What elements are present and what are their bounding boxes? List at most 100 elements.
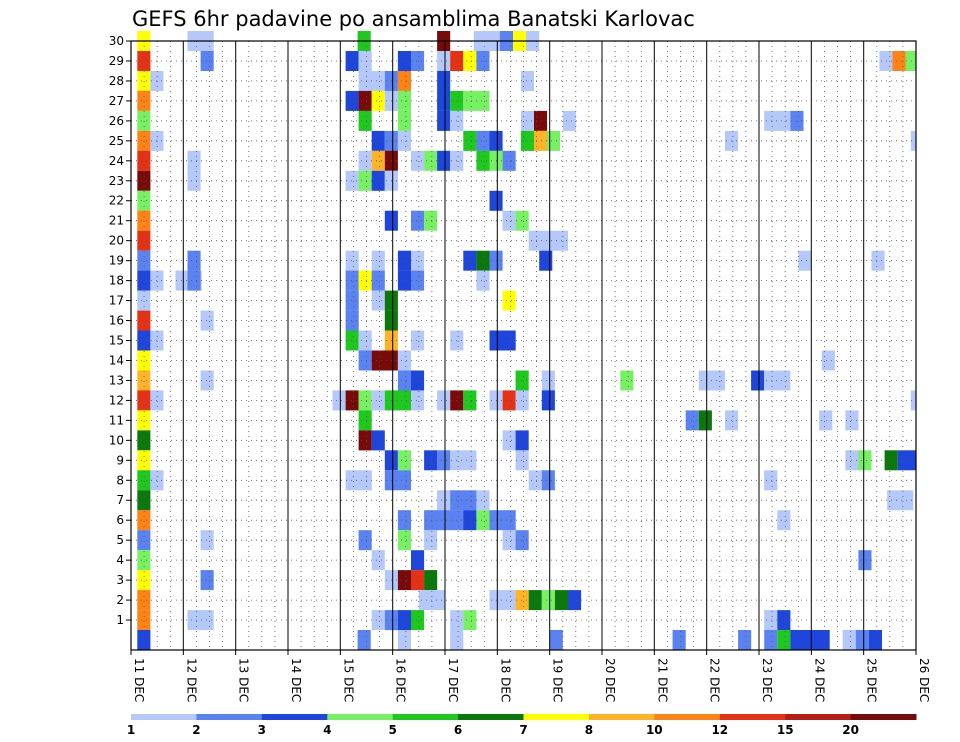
precip-cell [424,210,438,231]
precip-cell [358,430,372,451]
precip-cell [397,350,411,371]
precip-cell [371,150,385,171]
x-tick-label: 24 DEC [812,658,826,702]
y-tick-label: 29 [109,54,124,68]
precipitation-cells [137,31,916,650]
precip-cell [738,630,752,650]
precip-cell [411,330,425,351]
precip-cell [397,90,411,111]
y-tick-label: 26 [109,114,124,128]
precip-cell [187,150,201,171]
precip-cell [541,390,555,411]
precip-cell [332,390,346,411]
precip-cell [371,550,385,571]
precip-cell [547,130,561,151]
precip-cell [397,450,411,471]
x-tick-label: 26 DEC [917,658,931,702]
precip-cell [358,90,372,111]
precip-cell [137,110,151,131]
precip-cell [520,110,534,131]
x-tick-label: 20 DEC [603,658,617,702]
precip-cell [187,270,201,291]
x-axis-date-ticks: 11 DEC 12 DEC 13 DEC 14 DEC 15 DEC 16 DEC 17 D… [130,650,931,702]
plot-frame [130,40,917,651]
precip-cell [764,610,778,631]
y-tick-label: 10 [109,433,124,447]
y-tick-label: 14 [109,353,124,367]
precip-cell [345,90,359,111]
colorbar-swatch [196,714,263,720]
y-tick-label: 24 [109,154,124,168]
precip-cell [450,630,464,650]
precip-cell [887,490,914,511]
precip-cell [137,310,151,331]
precip-cell [534,130,548,151]
precip-cell [541,370,555,391]
precip-cell [137,610,151,631]
y-tick-label: 16 [109,314,124,328]
precip-cell [137,370,151,391]
colorbar-swatch [327,714,394,720]
x-tick-label: 16 DEC [394,658,408,702]
y-tick-label: 20 [109,234,124,248]
precip-cell [187,250,201,271]
colorbar-swatch [719,714,786,720]
precip-cell [345,390,359,411]
precip-cell [397,610,411,631]
precip-cell [821,350,835,371]
precip-cell [764,630,778,650]
precip-cell [200,370,214,391]
precip-cell [463,610,477,631]
precip-cell [905,51,916,71]
precip-cell [371,250,385,271]
y-tick-label: 25 [109,134,124,148]
y-tick-label: 8 [116,473,124,487]
precip-cell [549,630,563,650]
precip-cell [345,470,372,491]
precip-cell [397,510,411,531]
precip-cell [819,410,833,431]
precip-cell [502,150,516,171]
precip-cell [371,270,385,291]
y-tick-label: 30 [109,34,124,48]
precip-cell [384,390,411,411]
precip-cell [437,450,451,471]
precip-cell [476,150,490,171]
precip-cell [137,470,151,491]
precip-cell [489,510,516,531]
precip-cell [411,570,425,591]
precip-cell [450,450,477,471]
precip-cell [437,71,451,91]
y-tick-label: 5 [116,533,124,547]
precip-cell [777,610,791,631]
precip-cell [534,110,548,131]
precip-cell [910,130,916,151]
precip-cell [502,530,516,551]
precip-cell [520,71,534,91]
colorbar-label: 5 [389,723,397,737]
precip-cell [528,590,542,611]
precip-cell [515,450,529,471]
precip-cell [137,290,151,311]
precip-cell [476,510,490,531]
precip-cell [371,90,385,111]
precip-cell [357,630,371,650]
precip-cell [137,530,151,551]
precip-cell [397,110,411,131]
precip-cell [137,230,151,251]
x-tick-label: 25 DEC [865,658,879,702]
y-tick-label: 27 [109,94,124,108]
precip-cell [528,470,542,491]
precip-cell [910,390,916,411]
grid-lines [131,40,916,650]
precip-cell [476,130,490,151]
precip-cell [371,430,385,451]
precip-cell [187,610,214,631]
colorbar-swatch [523,714,590,720]
colorbar-swatch [131,714,197,720]
precip-cell [798,250,812,271]
precip-cell [502,390,516,411]
precip-cell [411,250,425,271]
precip-cell [358,410,372,431]
y-tick-label: 6 [116,513,124,527]
